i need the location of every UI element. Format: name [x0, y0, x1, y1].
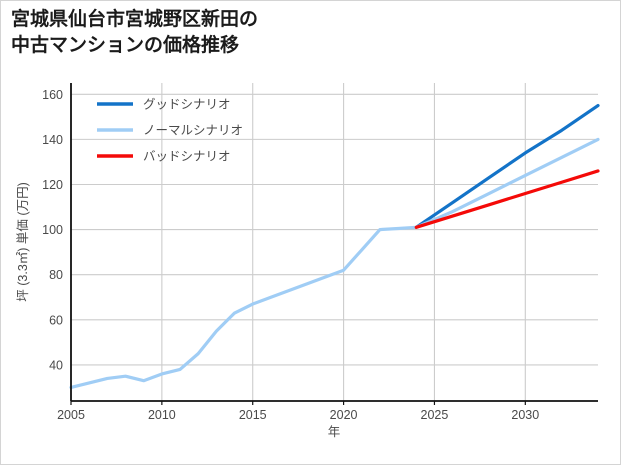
legend-item-label: バッドシナリオ	[143, 150, 231, 164]
axes-group	[70, 83, 598, 402]
y-tick-label: 120	[42, 178, 63, 192]
series-line	[69, 137, 600, 390]
x-axis-title: 年	[328, 425, 341, 439]
page-title: 宮城県仙台市宮城野区新田の 中古マンションの価格推移	[11, 9, 259, 57]
series-line	[414, 169, 600, 229]
y-tick-labels: 40 60 80 100 120 140 160	[42, 88, 63, 373]
y-axis-title: 坪 (3.3㎡) 単価 (万円)	[16, 182, 30, 301]
x-tick-labels: 2005 2010 2015 2020 2025 2030	[57, 401, 539, 422]
y-tick-label: 160	[42, 88, 63, 102]
legend-item-label: グッドシナリオ	[143, 98, 231, 112]
x-tick-label: 2020	[330, 408, 358, 422]
y-tick-label: 60	[49, 313, 63, 327]
x-tick-label: 2010	[148, 408, 176, 422]
series-line	[414, 103, 600, 229]
x-tick-label: 2005	[57, 408, 85, 422]
y-tick-label: 80	[49, 268, 63, 282]
y-tick-label: 100	[42, 223, 63, 237]
x-tick-label: 2025	[421, 408, 449, 422]
y-tick-label: 140	[42, 133, 63, 147]
legend-item-label: ノーマルシナリオ	[143, 124, 243, 138]
x-tick-label: 2015	[239, 408, 267, 422]
y-tick-label: 40	[49, 358, 63, 372]
x-tick-label: 2030	[511, 408, 539, 422]
series-group	[69, 103, 600, 390]
